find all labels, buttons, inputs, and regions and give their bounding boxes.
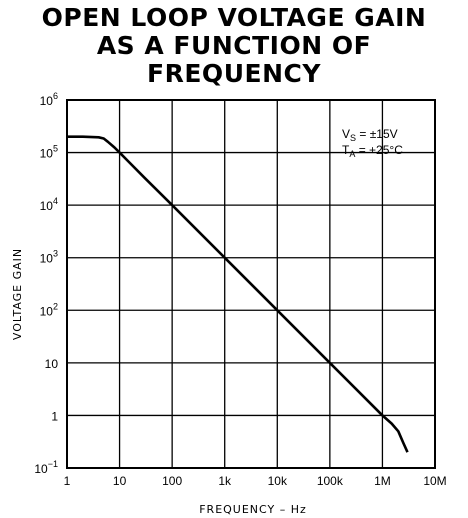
ta-subscript: A xyxy=(349,149,355,159)
y-tick-label: 103 xyxy=(40,249,58,266)
y-tick-label: 102 xyxy=(40,301,58,318)
x-tick-label: 100k xyxy=(317,474,344,488)
x-axis-label: FREQUENCY – Hz xyxy=(199,503,307,516)
plot-frame xyxy=(66,99,436,469)
temperature-annotation: TA = +25°C xyxy=(342,143,403,159)
ta-value: = +25°C xyxy=(355,143,403,157)
x-tick-label: 10 xyxy=(113,474,127,488)
x-tick-label: 1k xyxy=(218,474,232,488)
vs-subscript: S xyxy=(350,133,356,143)
supply-voltage-annotation: VS = ±15V xyxy=(342,127,398,143)
y-tick-label: 106 xyxy=(40,91,58,108)
y-tick-label: 10−1 xyxy=(34,459,58,476)
x-tick-labels: 1 10 100 1k 10k 100k 1M 10M xyxy=(64,474,447,488)
x-tick-label: 10M xyxy=(423,474,446,488)
y-tick-label: 1 xyxy=(51,409,58,423)
y-axis-label: VOLTAGE GAIN xyxy=(11,248,24,340)
y-tick-label: 104 xyxy=(40,196,58,213)
x-tick-label: 1 xyxy=(64,474,71,488)
x-tick-label: 1M xyxy=(374,474,391,488)
chart-title-line-3: FREQUENCY xyxy=(147,59,321,88)
x-tick-label: 10k xyxy=(268,474,288,488)
x-tick-label: 100 xyxy=(162,474,182,488)
vs-symbol: V xyxy=(342,127,350,141)
gain-curve xyxy=(67,135,409,453)
chart-title: OPEN LOOP VOLTAGE GAIN AS A FUNCTION OF … xyxy=(0,4,468,88)
ta-symbol: T xyxy=(342,143,350,157)
y-tick-label: 105 xyxy=(40,144,58,161)
vs-value: = ±15V xyxy=(356,127,398,141)
chart-title-line-1: OPEN LOOP VOLTAGE GAIN xyxy=(41,3,427,32)
y-tick-labels: 10−1 1 10 102 103 104 105 106 xyxy=(34,91,58,476)
chart-title-line-2: AS A FUNCTION OF xyxy=(96,31,372,60)
y-tick-label: 10 xyxy=(45,357,59,371)
